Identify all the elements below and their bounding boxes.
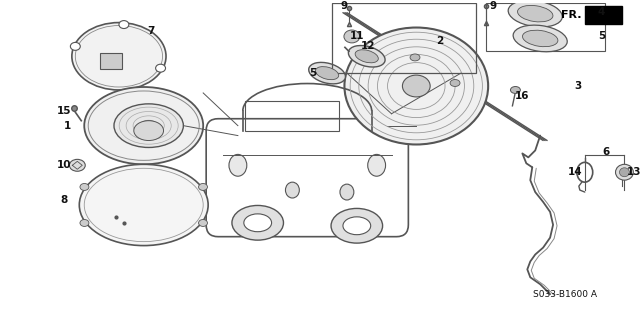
Text: 14: 14	[568, 167, 582, 177]
FancyBboxPatch shape	[206, 119, 408, 237]
Ellipse shape	[229, 154, 247, 176]
Ellipse shape	[620, 168, 629, 177]
Ellipse shape	[348, 46, 385, 67]
Ellipse shape	[119, 21, 129, 28]
Ellipse shape	[511, 86, 520, 93]
Ellipse shape	[340, 184, 354, 200]
Ellipse shape	[316, 67, 339, 80]
Text: 9: 9	[489, 1, 496, 11]
Bar	[245, 101, 339, 130]
Ellipse shape	[80, 183, 89, 190]
Ellipse shape	[331, 208, 383, 243]
Ellipse shape	[232, 205, 284, 240]
Ellipse shape	[141, 121, 157, 130]
Text: 1: 1	[64, 121, 71, 131]
Text: S033-B1600 A: S033-B1600 A	[533, 290, 597, 299]
Ellipse shape	[410, 54, 420, 61]
Ellipse shape	[522, 30, 558, 47]
Text: FR.: FR.	[561, 10, 582, 20]
Bar	[486, 3, 605, 51]
Ellipse shape	[84, 87, 203, 164]
Bar	[100, 53, 122, 69]
Ellipse shape	[134, 121, 164, 141]
Ellipse shape	[344, 27, 488, 145]
Ellipse shape	[368, 154, 385, 176]
Ellipse shape	[285, 182, 300, 198]
Ellipse shape	[344, 30, 360, 43]
Ellipse shape	[70, 42, 80, 50]
Text: 7: 7	[147, 26, 154, 36]
Ellipse shape	[244, 214, 271, 232]
Ellipse shape	[80, 219, 89, 226]
Ellipse shape	[69, 160, 85, 171]
Text: 16: 16	[515, 91, 529, 101]
Text: 4: 4	[598, 7, 605, 17]
Text: 2: 2	[436, 36, 444, 46]
Text: 10: 10	[57, 160, 72, 170]
Bar	[332, 3, 476, 73]
Text: 8: 8	[61, 195, 68, 205]
Ellipse shape	[365, 50, 379, 62]
Ellipse shape	[72, 23, 166, 90]
Bar	[585, 6, 623, 24]
Text: 9: 9	[340, 1, 348, 11]
Ellipse shape	[114, 104, 184, 147]
Ellipse shape	[616, 164, 634, 180]
Text: 5: 5	[310, 68, 317, 78]
Ellipse shape	[79, 164, 208, 246]
Ellipse shape	[508, 0, 563, 27]
Text: 12: 12	[360, 41, 375, 51]
Ellipse shape	[450, 79, 460, 86]
Ellipse shape	[403, 75, 430, 97]
Text: 15: 15	[57, 106, 72, 116]
Text: 3: 3	[574, 81, 582, 91]
Text: 13: 13	[627, 167, 640, 177]
Text: 5: 5	[598, 32, 605, 41]
Ellipse shape	[308, 63, 346, 84]
Ellipse shape	[518, 5, 553, 22]
Ellipse shape	[343, 217, 371, 235]
Ellipse shape	[513, 25, 567, 52]
Ellipse shape	[198, 219, 207, 226]
Ellipse shape	[156, 64, 166, 72]
Ellipse shape	[355, 50, 378, 63]
Ellipse shape	[198, 183, 207, 190]
Text: 11: 11	[349, 32, 364, 41]
Text: 6: 6	[602, 147, 609, 157]
